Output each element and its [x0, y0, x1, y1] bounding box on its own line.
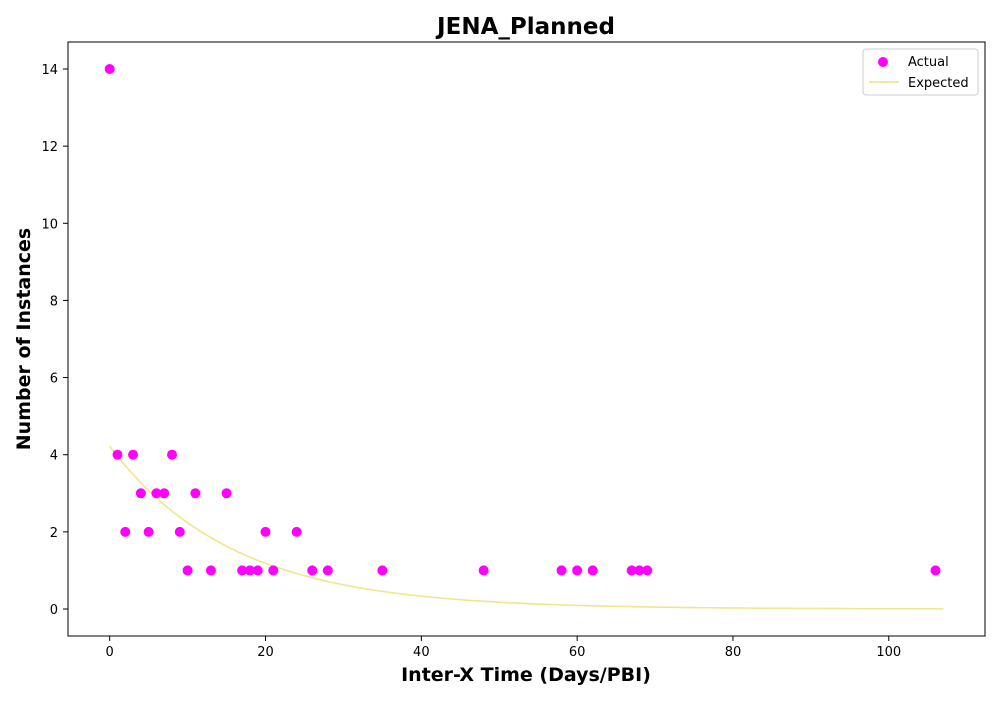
actual-point — [159, 488, 170, 499]
actual-point — [120, 526, 131, 537]
chart-title: JENA_Planned — [435, 14, 615, 40]
legend-marker-actual — [878, 57, 888, 67]
y-tick-label: 14 — [41, 63, 58, 78]
actual-point — [151, 488, 162, 499]
y-tick-label: 8 — [50, 294, 58, 309]
actual-point — [478, 565, 489, 576]
x-tick-label: 60 — [569, 645, 586, 660]
plot-area — [104, 64, 944, 610]
legend-box — [862, 48, 979, 96]
actual-point — [291, 526, 302, 537]
actual-point — [112, 449, 123, 460]
actual-point — [572, 565, 583, 576]
y-tick-label: 4 — [50, 449, 58, 464]
actual-point — [244, 565, 255, 576]
actual-point — [190, 488, 201, 499]
actual-point — [182, 565, 193, 576]
y-tick-label: 12 — [41, 140, 58, 155]
x-tick-label: 20 — [257, 645, 274, 660]
expected-line — [109, 445, 944, 610]
actual-point — [377, 565, 388, 576]
actual-point — [135, 488, 146, 499]
x-tick-label: 100 — [876, 645, 901, 660]
legend-label-actual: Actual — [908, 55, 949, 70]
actual-point — [634, 565, 645, 576]
actual-point — [268, 565, 279, 576]
actual-point — [143, 526, 154, 537]
actual-point — [307, 565, 318, 576]
actual-point — [626, 565, 637, 576]
y-tick-label: 0 — [50, 603, 58, 618]
actual-point — [205, 565, 216, 576]
x-tick-label: 0 — [106, 645, 114, 660]
x-tick-label: 80 — [725, 645, 742, 660]
actual-point — [237, 565, 248, 576]
legend-label-expected: Expected — [908, 76, 969, 91]
actual-point — [221, 488, 232, 499]
actual-point — [104, 64, 115, 74]
actual-point — [174, 526, 185, 537]
x-tick-label: 40 — [413, 645, 430, 660]
y-tick-label: 6 — [50, 372, 58, 387]
x-axis-title: Inter-X Time (Days/PBI) — [401, 664, 651, 686]
y-axis-title: Number of Instances — [13, 228, 35, 450]
y-tick-label: 10 — [41, 217, 58, 232]
actual-point — [260, 526, 271, 537]
y-tick-label: 2 — [50, 526, 58, 541]
actual-point — [322, 565, 333, 576]
axes: 0 20 40 60 80 100 0 2 4 6 8 10 12 14 — [41, 41, 986, 660]
actual-point — [556, 565, 567, 576]
actual-point — [128, 449, 139, 460]
legend: Actual Expected — [862, 48, 979, 96]
actual-point — [252, 565, 263, 576]
plot-frame — [67, 41, 986, 637]
actual-point — [930, 565, 941, 576]
actual-point — [642, 565, 653, 576]
actual-point — [167, 449, 178, 460]
actual-point — [587, 565, 598, 576]
